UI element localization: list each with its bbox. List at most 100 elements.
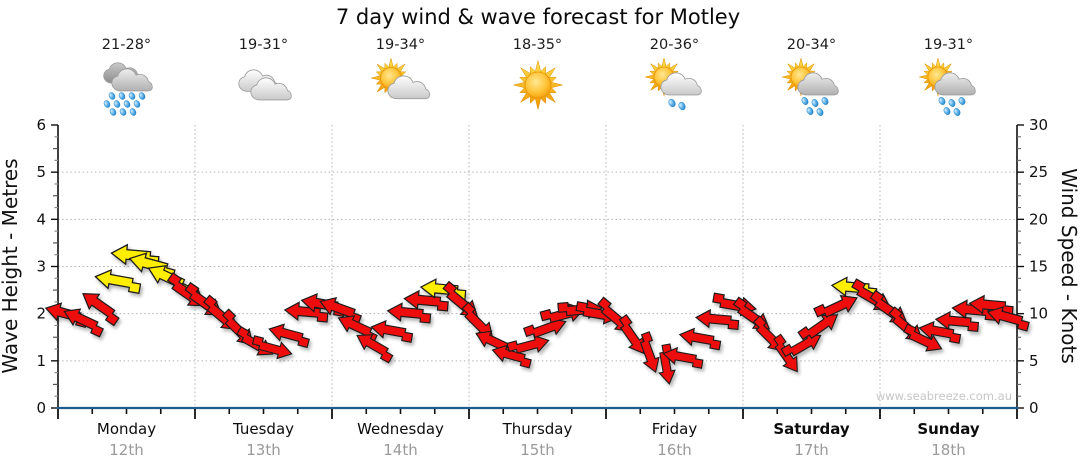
temperature-range: 21-28° (101, 37, 152, 53)
raindrop-icon (821, 97, 828, 105)
day-label-wednesday: Wednesday 14th (332, 419, 469, 469)
day-date: 18th (931, 441, 966, 459)
temperature-range: 20-36° (649, 37, 700, 53)
wind-arrow (63, 308, 105, 338)
day-header-sunday: 19-31° (880, 36, 1017, 122)
raindrop-icon (816, 108, 823, 116)
wind-arrow (82, 292, 120, 327)
wind-arrow (797, 314, 839, 341)
day-header-saturday: 20-34° (743, 36, 880, 122)
raindrop-icon (129, 108, 136, 116)
right-axis-tick-label: 0 (1029, 399, 1039, 417)
day-label-sunday: Sunday 18th (880, 419, 1017, 469)
left-axis-tick-label: 4 (36, 210, 46, 228)
raindrop-icon (943, 107, 950, 115)
left-axis-tick-label: 3 (36, 258, 46, 276)
raindrop-icon (109, 108, 116, 116)
raindrop-icon (118, 92, 125, 100)
raindrop-icon (108, 92, 115, 100)
right-axis-tick-label: 25 (1029, 163, 1048, 181)
day-date: 15th (520, 441, 555, 459)
raindrop-icon (811, 99, 818, 107)
left-axis-tick-label: 6 (36, 116, 46, 134)
raindrop-icon (113, 100, 120, 108)
wind-arrow (662, 346, 704, 369)
wind-arrow (918, 320, 962, 344)
day-name: Thursday (502, 420, 573, 438)
day-label-saturday: Saturday 17th (743, 419, 880, 469)
wind-arrow (251, 335, 293, 360)
temperature-range: 20-34° (786, 37, 837, 53)
day-label-tuesday: Tuesday 13th (195, 419, 332, 469)
day-header-tuesday: 19-31° (195, 36, 332, 122)
cloud-icon (933, 72, 976, 96)
day-name: Monday (96, 420, 157, 438)
wind-arrow (903, 323, 943, 352)
day-date: 17th (794, 441, 829, 459)
raindrop-icon (138, 92, 145, 100)
wind-arrow (780, 334, 822, 358)
wind-arrow (461, 301, 494, 339)
day-date: 12th (109, 441, 144, 459)
wind-arrow (934, 310, 980, 332)
day-name: Friday (651, 420, 698, 438)
wind-arrow (94, 268, 142, 295)
day-header-wednesday: 19-34° (332, 36, 469, 122)
cloud-icon (110, 68, 153, 92)
day-date: 16th (657, 441, 692, 459)
wind-arrow (813, 294, 858, 318)
raindrop-icon (677, 101, 686, 111)
day-header-monday: 21-28° (58, 36, 195, 122)
raindrop-icon (103, 100, 110, 108)
raindrop-icon (938, 97, 945, 105)
day-label-monday: Monday 12th (58, 419, 195, 469)
day-name: Sunday (917, 420, 980, 438)
wind-arrow (491, 344, 532, 369)
temperature-range: 18-35° (512, 37, 563, 53)
weather-icon-sun-showers (781, 58, 839, 116)
raindrop-icon (953, 108, 960, 116)
day-name: Saturday (773, 420, 850, 438)
wind-arrow (356, 334, 394, 364)
right-axis-label: Wind Speed - Knots (1057, 168, 1080, 364)
day-header-thursday: 18-35° (469, 36, 606, 122)
left-axis-tick-label: 0 (36, 399, 46, 417)
watermark: www.seabreeze.com.au (876, 389, 1012, 403)
cloud-icon (386, 75, 430, 100)
wind-arrow (370, 319, 414, 343)
cloud-icon (249, 77, 292, 101)
day-label-friday: Friday 16th (606, 419, 743, 469)
day-date: 13th (246, 441, 281, 459)
raindrop-icon (133, 100, 140, 108)
wind-arrow (986, 306, 1030, 332)
weather-icon-rain (102, 62, 153, 116)
wind-arrow (386, 302, 432, 324)
weather-icon-sun-showers (918, 58, 976, 116)
raindrop-icon (958, 97, 965, 105)
wind-arrow (403, 289, 449, 312)
right-axis-tick-label: 10 (1029, 305, 1048, 323)
left-axis-label: Wave Height - Metres (0, 158, 22, 373)
cloud-icon (659, 72, 702, 96)
left-axis-tick-label: 5 (36, 163, 46, 181)
wind-arrow (283, 301, 329, 323)
raindrop-icon (667, 98, 676, 108)
day-label-thursday: Thursday 15th (469, 419, 606, 469)
day-name: Wednesday (357, 420, 444, 438)
raindrop-icon (806, 107, 813, 115)
wind-arrow (268, 323, 310, 349)
wind-arrow (639, 331, 660, 374)
day-name: Tuesday (232, 420, 295, 438)
raindrop-icon (128, 92, 135, 100)
raindrop-icon (119, 108, 126, 116)
wind-arrow (506, 334, 550, 354)
wind-arrow (618, 313, 645, 355)
temperature-range: 19-34° (375, 37, 426, 53)
wind-arrow (694, 308, 740, 331)
raindrop-icon (801, 97, 808, 105)
weather-icon-sun-light-shower (644, 58, 702, 111)
left-axis-tick-label: 1 (36, 352, 46, 370)
day-date: 14th (383, 441, 418, 459)
